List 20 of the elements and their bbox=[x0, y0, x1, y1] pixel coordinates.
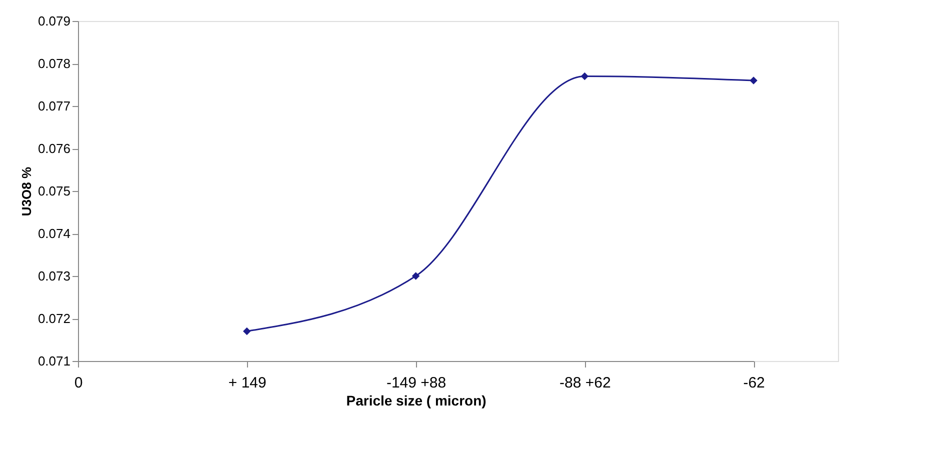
point bbox=[412, 272, 420, 280]
y-tick-label: 0.077 bbox=[38, 98, 70, 114]
y-axis-title: U3O8 % bbox=[18, 166, 34, 216]
y-tick-label: 0.073 bbox=[38, 268, 70, 284]
y-tick-label: 0.071 bbox=[38, 354, 70, 368]
x-axis-title: Paricle size ( micron) bbox=[346, 392, 486, 408]
x-tick-label: -88 +62 bbox=[560, 374, 611, 392]
x-tick-label: -149 +88 bbox=[386, 374, 446, 392]
point bbox=[580, 72, 589, 80]
x-tick-label: -62 bbox=[743, 374, 765, 392]
y-tick-label: 0.074 bbox=[38, 226, 70, 241]
x-tick-label: + 149 bbox=[228, 374, 266, 392]
point bbox=[243, 327, 251, 336]
y-tick-label: 0.078 bbox=[38, 56, 70, 71]
point bbox=[750, 76, 758, 84]
y-tick-label: 0.075 bbox=[38, 184, 70, 198]
y-tick-label: 0.076 bbox=[38, 141, 70, 156]
y-tick-label: 0.072 bbox=[38, 311, 70, 326]
y-tick-label: 0.079 bbox=[38, 14, 70, 28]
x-tick-label: 0 bbox=[74, 374, 83, 392]
